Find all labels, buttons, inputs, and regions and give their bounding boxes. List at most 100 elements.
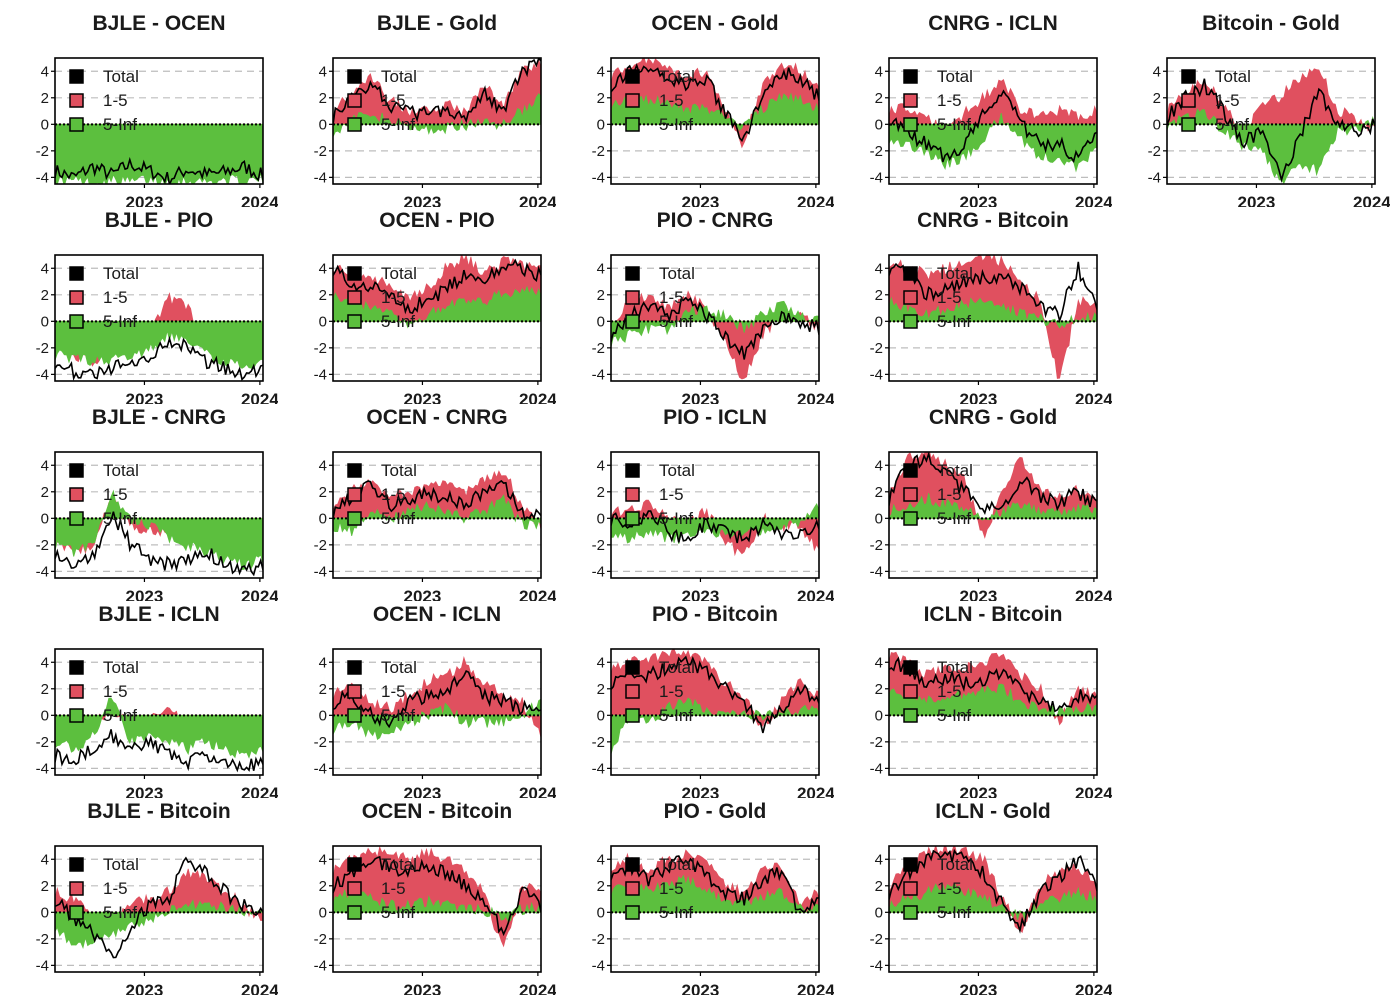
- panel-title: OCEN - CNRG: [366, 406, 508, 429]
- y-tick-label: 2: [597, 878, 605, 895]
- legend-label: 5-Inf: [103, 706, 137, 725]
- panel-plot: 4 2 0 -2 -4 2023 2024 Total 1-5 5-Inf: [592, 254, 834, 404]
- legend-label: 5-Inf: [103, 903, 137, 922]
- legend-swatch: [1181, 93, 1196, 108]
- legend-label: Total: [381, 67, 417, 86]
- panel-plot: 4 2 0 -2 -4 2023 2024 Total 1-5 5-Inf: [36, 57, 278, 207]
- series-total-line: [611, 63, 819, 143]
- panel-title: ICLN - Gold: [935, 800, 1051, 823]
- legend-label: Total: [659, 658, 695, 677]
- legend-swatch: [625, 290, 640, 305]
- series-total-line: [333, 58, 541, 126]
- y-tick-label: 0: [597, 904, 605, 921]
- y-tick-label: -4: [36, 563, 49, 580]
- y-tick-label: -4: [314, 563, 327, 580]
- y-tick-label: -2: [870, 340, 883, 357]
- legend-label: Total: [659, 67, 695, 86]
- y-tick-label: -4: [1148, 169, 1161, 186]
- x-tick-label: 2024: [797, 390, 834, 404]
- y-tick-label: -2: [870, 537, 883, 554]
- legend-label: 1-5: [937, 485, 962, 504]
- legend-label: Total: [659, 855, 695, 874]
- panel-title: OCEN - ICLN: [372, 603, 502, 626]
- panel-plot: 4 2 0 -2 -4 2023 2024 Total 1-5 5-Inf: [36, 845, 278, 995]
- panel-plot: 4 2 0 -2 -4 2023 2024 Total 1-5 5-Inf: [870, 57, 1112, 207]
- panel-title: PIO - CNRG: [656, 209, 774, 232]
- legend-swatch: [903, 487, 918, 502]
- series-5-inf-area: [611, 92, 819, 131]
- series-5-inf-area: [333, 285, 541, 329]
- y-tick-label: -4: [870, 760, 883, 777]
- y-tick-label: -4: [870, 169, 883, 186]
- x-tick-label: 2023: [682, 981, 720, 995]
- x-tick-label: 2023: [404, 981, 442, 995]
- chart-panel: BJLE - CNRG 4 2 0 -2 -4 2023 2024 Total 1-5 5-Inf: [8, 406, 278, 601]
- panel-plot: 4 2 0 -2 -4 2023 2024 Total 1-5 5-Inf: [592, 57, 834, 207]
- legend-swatch: [903, 684, 918, 699]
- y-tick-label: -2: [314, 143, 327, 160]
- legend-label: 1-5: [381, 485, 406, 504]
- legend-label: Total: [937, 264, 973, 283]
- x-tick-label: 2023: [404, 784, 442, 798]
- panel-plot: 4 2 0 -2 -4 2023 2024 Total 1-5 5-Inf: [592, 451, 834, 601]
- legend-label: 1-5: [659, 682, 684, 701]
- legend-label: Total: [659, 461, 695, 480]
- legend-swatch: [347, 511, 362, 526]
- legend-label: Total: [937, 658, 973, 677]
- panel-plot: 4 2 0 -2 -4 2023 2024 Total 1-5 5-Inf: [1148, 57, 1390, 207]
- x-tick-label: 2024: [1353, 193, 1390, 207]
- y-tick-label: 0: [41, 116, 49, 133]
- legend-label: 1-5: [659, 485, 684, 504]
- legend-label: Total: [937, 67, 973, 86]
- y-tick-label: 4: [875, 260, 883, 277]
- chart-panel: BJLE - OCEN 4 2 0 -2 -4 2023 2024 Total 1-5 5-Inf: [8, 12, 278, 207]
- legend-swatch: [347, 463, 362, 478]
- plot-frame: [610, 451, 820, 579]
- y-tick-label: -2: [36, 931, 49, 948]
- y-tick-label: 4: [597, 654, 605, 671]
- legend-label: 5-Inf: [937, 312, 971, 331]
- x-tick-label: 2023: [960, 784, 998, 798]
- y-tick-label: -2: [1148, 143, 1161, 160]
- panel-title: CNRG - ICLN: [928, 12, 1058, 35]
- legend-swatch: [69, 684, 84, 699]
- x-tick-label: 2023: [960, 193, 998, 207]
- y-tick-label: 0: [319, 707, 327, 724]
- x-tick-label: 2023: [404, 390, 442, 404]
- legend-swatch: [347, 708, 362, 723]
- chart-panel: PIO - Gold 4 2 0 -2 -4 2023 2024 Total 1-5 5-Inf: [564, 800, 834, 995]
- series-5-inf-area: [55, 489, 263, 571]
- legend-swatch: [625, 463, 640, 478]
- y-tick-label: 0: [875, 707, 883, 724]
- y-tick-label: -4: [592, 563, 605, 580]
- y-tick-label: -2: [314, 537, 327, 554]
- x-tick-label: 2023: [960, 587, 998, 601]
- panel-plot: 4 2 0 -2 -4 2023 2024 Total 1-5 5-Inf: [870, 648, 1112, 798]
- y-tick-label: 2: [319, 90, 327, 107]
- y-tick-label: 2: [875, 287, 883, 304]
- plot-frame: [332, 451, 542, 579]
- y-tick-label: -2: [870, 734, 883, 751]
- legend-swatch: [347, 684, 362, 699]
- chart-panel: PIO - CNRG 4 2 0 -2 -4 2023 2024 Total 1-5 5-Inf: [564, 209, 834, 404]
- y-tick-label: 0: [41, 313, 49, 330]
- legend-swatch: [1181, 69, 1196, 84]
- legend-label: Total: [937, 461, 973, 480]
- y-tick-label: 4: [597, 851, 605, 868]
- legend-swatch: [625, 708, 640, 723]
- legend-label: 1-5: [659, 288, 684, 307]
- y-tick-label: 4: [41, 63, 49, 80]
- y-tick-label: 0: [319, 510, 327, 527]
- legend-swatch: [625, 266, 640, 281]
- legend-label: 1-5: [103, 682, 128, 701]
- legend-label: 5-Inf: [381, 312, 415, 331]
- legend-label: 5-Inf: [103, 509, 137, 528]
- y-tick-label: 2: [319, 681, 327, 698]
- series-5-inf-area: [333, 888, 541, 923]
- legend-swatch: [903, 290, 918, 305]
- y-tick-label: 2: [319, 287, 327, 304]
- y-tick-label: 4: [597, 63, 605, 80]
- legend-swatch: [69, 463, 84, 478]
- panel-plot: 4 2 0 -2 -4 2023 2024 Total 1-5 5-Inf: [36, 648, 278, 798]
